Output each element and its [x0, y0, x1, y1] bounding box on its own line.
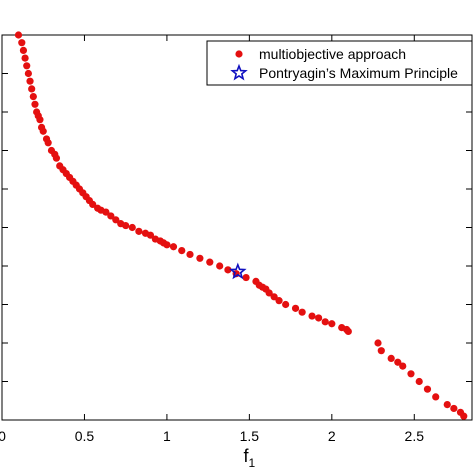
scatter-point: [328, 320, 336, 328]
star-point: [229, 262, 247, 280]
x-tick-label: 0.5: [75, 428, 95, 444]
scatter-point: [216, 262, 224, 270]
scatter-point: [387, 354, 395, 362]
scatter-point: [19, 46, 28, 55]
scatter-point: [270, 293, 278, 301]
scatter-point: [315, 314, 323, 322]
scatter-point: [128, 223, 136, 232]
scatter-point: [265, 289, 273, 297]
scatter-point: [18, 39, 26, 47]
scatter-point: [275, 297, 283, 305]
scatter-point: [28, 85, 36, 93]
scatter-point: [407, 370, 415, 378]
x-tick-label: 0: [0, 428, 6, 444]
scatter-point: [23, 62, 31, 70]
scatter-point: [321, 318, 329, 326]
x-axis-title-subscript: 1: [249, 456, 256, 470]
scatter-point: [102, 208, 110, 216]
scatter-point: [146, 231, 155, 239]
x-axis-title: f1: [244, 446, 256, 470]
legend-marker-pontryagin: [230, 63, 248, 81]
scatter-point: [377, 347, 385, 355]
scatter-point: [242, 273, 250, 282]
scatter-point: [206, 258, 214, 266]
x-tick-label: 2: [328, 428, 336, 444]
scatter-point: [44, 139, 52, 147]
legend-label-multiobjective: multiobjective approach: [259, 46, 406, 62]
scatter-point: [169, 243, 178, 251]
scatter-point: [282, 300, 290, 309]
scatter-point: [107, 212, 115, 220]
scatter-point: [394, 358, 402, 366]
scatter-point: [52, 154, 61, 162]
scatter-point: [112, 216, 120, 224]
scatter-point: [344, 327, 352, 336]
scatter-point: [14, 31, 23, 39]
scatter-point: [36, 116, 44, 124]
scatter-point: [423, 385, 432, 393]
scatter-point: [135, 227, 143, 235]
scatter-point: [178, 247, 186, 255]
x-tick-label: 1: [163, 428, 171, 444]
scatter-point: [21, 54, 29, 62]
scatter-point: [374, 339, 382, 347]
x-tick-label: 2.5: [405, 428, 425, 444]
scatter-point: [186, 250, 194, 259]
scatter-point: [196, 254, 204, 262]
legend-items: multiobjective approach Pontryagin’s Maxi…: [230, 46, 458, 81]
legend-marker-multiobjective: [235, 50, 243, 58]
y-axis-ticks: [2, 34, 472, 421]
scatter-point: [291, 304, 300, 312]
scatter-point: [163, 241, 171, 249]
x-axis-title-main: f: [244, 446, 250, 466]
x-tick-label: 1.5: [240, 428, 260, 444]
scatter-point: [432, 393, 440, 401]
x-axis-ticks: 0 0.5 1 1.5 2 2.5: [0, 35, 424, 444]
scatter-point: [298, 308, 306, 316]
scatter-point: [39, 127, 47, 135]
scatter-point: [89, 200, 97, 208]
scatter-point: [24, 69, 32, 78]
legend: multiobjective approach Pontryagin’s Maxi…: [206, 40, 473, 86]
scatter-point: [415, 377, 423, 386]
scatter-point: [450, 404, 458, 413]
scatter-point: [29, 93, 37, 101]
legend-box: [206, 40, 473, 86]
scatter-point: [224, 266, 232, 274]
scatter-point: [122, 221, 130, 230]
scatter-point: [31, 100, 39, 108]
scatter-point: [399, 362, 407, 370]
scatter-point: [443, 401, 451, 409]
scatter-point: [460, 412, 468, 420]
scatter-point: [26, 77, 34, 85]
legend-label-pontryagin: Pontryagin’s Maximum Principle: [259, 65, 458, 81]
scatter-point: [308, 312, 316, 320]
series-layer: [14, 31, 468, 420]
